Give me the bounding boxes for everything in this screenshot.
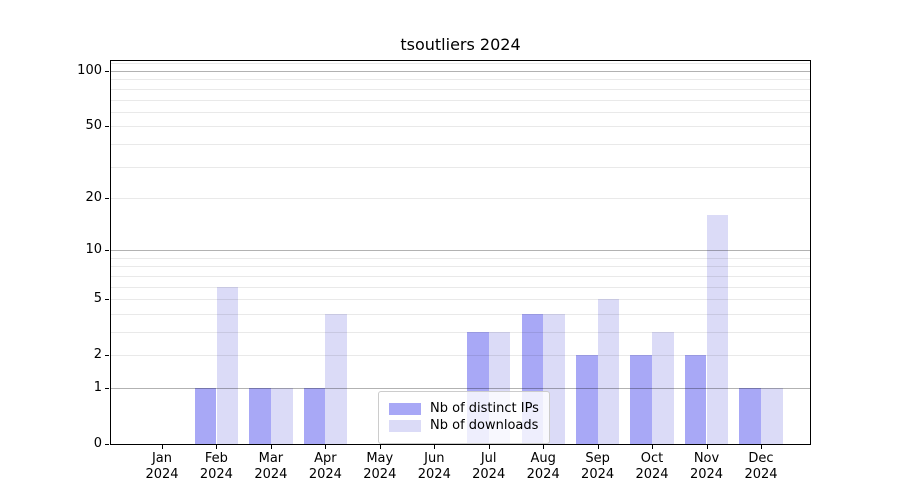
gridline-minor [111,166,810,168]
gridline-minor [111,126,810,128]
bar-distinct-ips [739,388,761,444]
x-tick [597,445,599,449]
legend-item-downloads: Nb of downloads [389,418,539,434]
legend-swatch-downloads [389,420,421,432]
bar-distinct-ips [194,388,217,444]
gridline-minor [111,257,810,259]
gridline-minor [111,332,810,333]
gridline-minor [111,286,810,288]
y-tick [105,388,109,389]
x-tick [162,445,163,449]
x-tick-label: Oct 2024 [635,451,669,482]
x-tick-label: Sep 2024 [581,451,615,482]
y-tick [105,71,109,72]
grid-layer [111,61,810,444]
y-tick-label: 20 [85,189,102,205]
y-tick [105,355,109,357]
gridline-minor [111,79,810,81]
x-tick-label: Jul 2024 [472,451,506,482]
x-tick [488,445,490,449]
x-tick [761,445,762,449]
bar-downloads [325,313,348,444]
y-tick-label: 100 [77,63,102,78]
x-tick [652,445,653,449]
gridline-minor [111,143,810,145]
plot-area [110,60,811,445]
gridline-major [111,250,810,252]
gridline-minor [111,197,810,199]
bar-distinct-ips [249,388,271,444]
gridline-minor [111,63,810,65]
x-tick [706,445,708,449]
x-tick [379,445,381,449]
x-tick-label: Dec 2024 [744,451,778,482]
chart-title: tsoutliers 2024 [400,35,521,54]
y-tick-label: 0 [93,436,102,451]
gridline-minor [111,299,810,301]
x-tick-label: May 2024 [363,451,397,482]
legend-label-downloads: Nb of downloads [430,418,539,433]
x-tick-label: Feb 2024 [199,451,233,482]
x-tick-label: Mar 2024 [254,451,288,482]
x-tick-label: Jan 2024 [145,451,179,482]
x-tick-label: Aug 2024 [526,451,560,482]
x-tick [270,445,272,449]
y-tick-label: 5 [93,291,102,307]
bar-downloads [597,299,620,444]
y-tick [105,250,109,252]
y-tick [105,197,109,199]
legend-swatch-distinct-ips [389,402,421,415]
bar-downloads [270,388,293,444]
x-tick [325,445,327,449]
x-tick [434,445,436,449]
x-tick [543,445,545,449]
bar-distinct-ips [303,388,326,444]
gridline-minor [111,88,810,90]
bar-distinct-ips [684,355,707,444]
legend: Nb of distinct IPs Nb of downloads [378,391,550,444]
bar-distinct-ips [630,355,652,444]
gridline-major [111,71,810,72]
gridline-minor [111,313,810,315]
y-tick-label: 50 [85,118,102,134]
gridline-minor [111,355,810,357]
gridline-minor [111,111,810,113]
y-tick-label: 1 [93,380,102,395]
y-tick [105,444,109,445]
x-tick-label: Nov 2024 [689,451,724,482]
bar-distinct-ips [575,355,598,444]
gridline-minor [111,266,810,268]
x-tick-label: Apr 2024 [308,451,342,482]
legend-label-distinct-ips: Nb of distinct IPs [430,400,539,416]
bar-downloads [652,332,674,444]
x-tick-label: Jun 2024 [417,451,451,482]
y-tick [105,126,109,128]
bar-downloads [761,388,783,444]
gridline-minor [111,275,810,277]
bar-downloads [706,215,729,444]
y-tick-label: 2 [93,347,102,363]
x-tick [216,445,218,449]
gridline-minor [111,99,810,101]
gridline-major [111,388,810,389]
legend-item-distinct-ips: Nb of distinct IPs [389,401,539,417]
y-tick [105,299,109,301]
y-tick-label: 10 [85,242,102,258]
bar-downloads [216,286,239,444]
